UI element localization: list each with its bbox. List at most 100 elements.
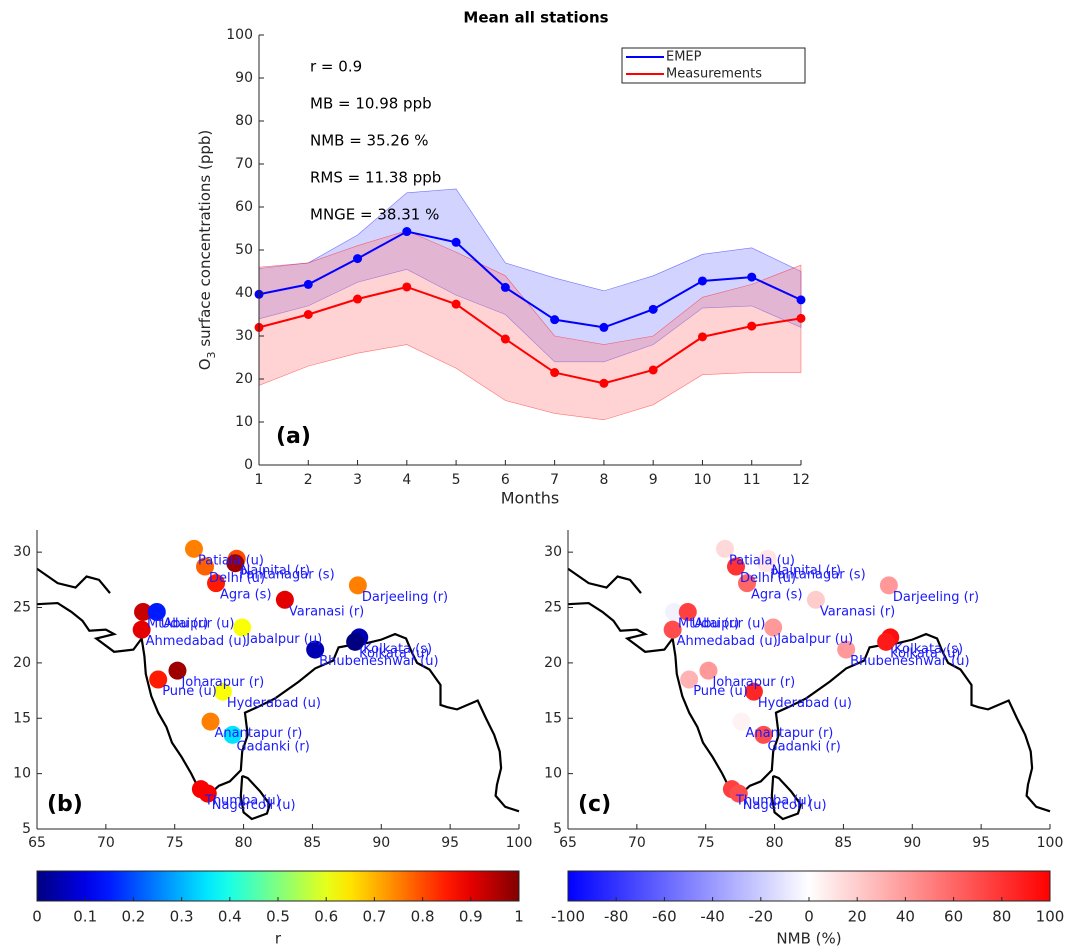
point bbox=[697, 276, 707, 286]
coastline bbox=[770, 774, 802, 821]
x-tick-label: 70 bbox=[628, 835, 646, 851]
y-tick-label: 40 bbox=[235, 285, 253, 301]
band bbox=[258, 230, 802, 421]
colorbar-tick-label: 0.9 bbox=[459, 908, 483, 926]
y-axis-label-part: O bbox=[196, 358, 214, 370]
colorbar-tick-label: -80 bbox=[604, 908, 629, 926]
x-tick-label: 5 bbox=[452, 472, 461, 488]
colorbar-tick-label: 80 bbox=[992, 908, 1011, 926]
station-marker bbox=[744, 682, 763, 701]
colorbar-tick-label: 60 bbox=[944, 908, 963, 926]
x-axis-label: Months bbox=[501, 489, 559, 508]
colorbar bbox=[36, 870, 520, 902]
panel-label: (c) bbox=[578, 792, 611, 817]
x-tick-label: 4 bbox=[402, 472, 411, 488]
colorbar-tick-label: -40 bbox=[700, 908, 725, 926]
x-tick-label: 75 bbox=[166, 835, 184, 851]
station-label: Udaipur (u) bbox=[161, 616, 235, 631]
point bbox=[500, 334, 510, 344]
station-marker bbox=[213, 682, 232, 701]
colorbar-tick-label: -60 bbox=[652, 908, 677, 926]
station-label: Bhubeneshwar (u) bbox=[319, 654, 438, 669]
point bbox=[796, 295, 806, 305]
x-tick-label: 85 bbox=[304, 835, 322, 851]
y-axis-label-part: surface concentrations (ppb) bbox=[196, 130, 214, 352]
y-tick-label: 70 bbox=[235, 156, 253, 172]
annotation: MNGE = 38.31 % bbox=[310, 206, 439, 224]
station-marker bbox=[226, 554, 245, 573]
legend-box bbox=[621, 47, 806, 84]
x-tick-label: 6 bbox=[501, 472, 510, 488]
coastline bbox=[36, 601, 520, 813]
y-tick-label: 80 bbox=[235, 113, 253, 129]
station-marker bbox=[207, 574, 226, 593]
station-label: MtAbu (r) bbox=[678, 616, 739, 631]
y-tick-label: 90 bbox=[235, 70, 253, 86]
point bbox=[303, 310, 313, 319]
station-marker bbox=[727, 557, 746, 576]
colorbar-tick-label: 0.1 bbox=[73, 908, 97, 926]
point bbox=[599, 322, 609, 332]
station-label: Anantapur (r) bbox=[746, 726, 834, 741]
station-marker bbox=[306, 640, 325, 659]
legend-label: Measurements bbox=[666, 67, 762, 82]
station-label: Ahmedabad (u) bbox=[677, 634, 778, 649]
y-tick-label: 20 bbox=[13, 655, 31, 671]
colorbar-label: NMB (%) bbox=[776, 930, 841, 948]
point bbox=[599, 378, 609, 388]
station-label: MtAbu (r) bbox=[147, 616, 208, 631]
y-tick-label: 10 bbox=[235, 414, 253, 430]
station-marker bbox=[757, 554, 776, 573]
colorbar-label: r bbox=[275, 930, 282, 948]
station-label: Kolkata (u) bbox=[890, 646, 960, 661]
station-label: Pantanagar (s) bbox=[239, 568, 334, 583]
station-marker bbox=[663, 620, 682, 639]
colorbar-tick-label: 40 bbox=[896, 908, 915, 926]
station-label: Delhi (u) bbox=[740, 571, 796, 586]
station-marker bbox=[134, 602, 153, 621]
station-marker bbox=[346, 632, 365, 651]
x-tick-label: 75 bbox=[697, 835, 715, 851]
y-tick-label: 30 bbox=[13, 544, 31, 560]
x-tick-label: 12 bbox=[792, 472, 810, 488]
station-label: Joharapur (r) bbox=[180, 675, 264, 690]
panel-label: (a) bbox=[276, 424, 311, 449]
y-tick-label: 100 bbox=[226, 27, 253, 43]
y-tick-label: 30 bbox=[544, 544, 562, 560]
colorbar-tick-label: 20 bbox=[848, 908, 867, 926]
station-label: Agra (s) bbox=[751, 588, 803, 603]
station-label: Kolkata (u) bbox=[359, 646, 429, 661]
point bbox=[303, 279, 313, 289]
station-marker bbox=[729, 784, 748, 803]
station-label: Pantanagar (s) bbox=[770, 568, 865, 583]
station-label: Jabalpur (u) bbox=[245, 632, 322, 647]
station-label: Pune (u) bbox=[162, 684, 217, 699]
colorbar-tick-label: 0 bbox=[32, 908, 42, 926]
coastline bbox=[36, 567, 111, 594]
colorbar-tick-label: 0.6 bbox=[314, 908, 338, 926]
station-marker bbox=[678, 602, 697, 621]
legend-label: EMEP bbox=[666, 50, 702, 65]
station-label: Anantapur (r) bbox=[215, 726, 303, 741]
station-label: Agra (s) bbox=[220, 588, 272, 603]
x-tick-label: 10 bbox=[694, 472, 712, 488]
station-label: Delhi (u) bbox=[209, 571, 265, 586]
station-label: Kolkata (s) bbox=[894, 642, 963, 657]
y-tick-label: 25 bbox=[544, 600, 562, 616]
station-label: Joharapur (r) bbox=[711, 675, 795, 690]
y-tick-label: 50 bbox=[235, 242, 253, 258]
line bbox=[258, 285, 802, 385]
colorbar-tick-label: 0.2 bbox=[121, 908, 145, 926]
station-marker bbox=[275, 590, 294, 609]
chart-title: Mean all stations bbox=[463, 9, 608, 27]
station-label: Gadanki (r) bbox=[768, 739, 841, 754]
station-label: Kolkata (s) bbox=[363, 642, 432, 657]
station-marker bbox=[764, 618, 783, 637]
y-tick-label: 10 bbox=[544, 766, 562, 782]
point bbox=[747, 272, 757, 282]
station-marker bbox=[715, 539, 734, 558]
coastline bbox=[567, 601, 1051, 813]
x-tick-label: 90 bbox=[372, 835, 390, 851]
